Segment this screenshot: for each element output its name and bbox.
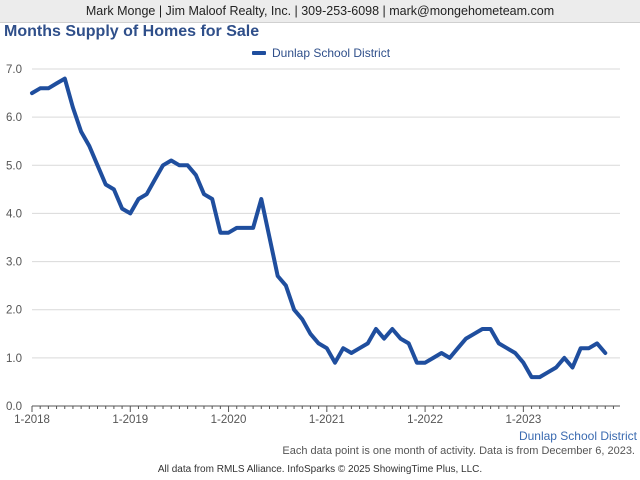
chart-title: Months Supply of Homes for Sale xyxy=(4,23,260,40)
series-caption: Dunlap School District xyxy=(518,429,637,443)
y-tick-label: 3.0 xyxy=(6,257,22,269)
data-footnote: Each data point is one month of activity… xyxy=(282,445,635,457)
y-tick-label: 6.0 xyxy=(6,112,22,124)
x-tick-label: 1-2022 xyxy=(407,414,443,426)
y-tick-label: 1.0 xyxy=(6,353,22,365)
agent-contact-header: Mark Monge | Jim Maloof Realty, Inc. | 3… xyxy=(0,0,640,23)
x-tick-label: 1-2021 xyxy=(309,414,345,426)
x-tick-label: 1-2020 xyxy=(211,414,247,426)
y-tick-label: 2.0 xyxy=(6,305,22,317)
y-tick-label: 4.0 xyxy=(6,208,22,220)
copyright-footer: All data from RMLS Alliance. InfoSparks … xyxy=(157,464,483,475)
legend-label: Dunlap School District xyxy=(272,46,391,60)
legend-swatch xyxy=(252,51,266,55)
x-tick-label: 1-2019 xyxy=(112,414,148,426)
y-tick-label: 5.0 xyxy=(6,160,22,172)
chart-legend: Dunlap School District xyxy=(252,46,390,60)
y-tick-label: 7.0 xyxy=(6,64,22,76)
x-tick-label: 1-2023 xyxy=(505,414,541,426)
series-line xyxy=(30,76,608,380)
x-tick-label: 1-2018 xyxy=(14,414,50,426)
y-tick-label: 0.0 xyxy=(6,401,22,413)
